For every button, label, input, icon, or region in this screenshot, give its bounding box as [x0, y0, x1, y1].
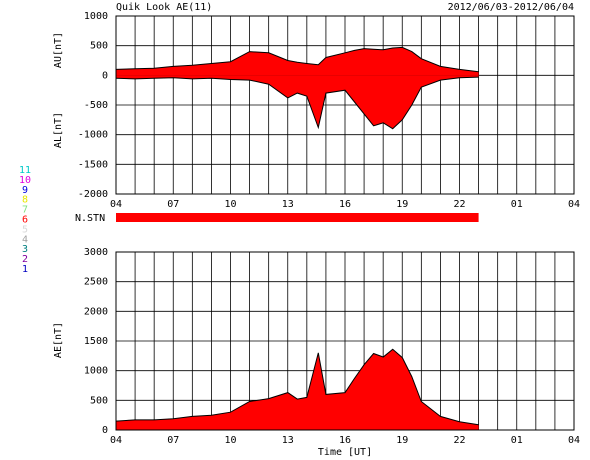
- station-number: 11: [19, 165, 31, 176]
- x-tick-label: 04: [568, 199, 580, 210]
- station-number: 5: [22, 224, 28, 235]
- area-outline: [115, 76, 479, 130]
- station-number: 3: [22, 244, 28, 255]
- x-tick-label: 10: [224, 435, 236, 446]
- x-tick-label: 19: [396, 199, 408, 210]
- y-tick-label: -2000: [78, 189, 108, 200]
- y-axis-label: AE[nT]: [53, 322, 64, 358]
- y-tick-label: 0: [102, 70, 108, 81]
- x-tick-label: 19: [396, 435, 408, 446]
- x-tick-label: 13: [282, 199, 294, 210]
- y-tick-label: 0: [102, 425, 108, 436]
- y-tick-label: 500: [90, 395, 108, 406]
- area-outline: [115, 46, 479, 73]
- x-tick-label: 13: [282, 435, 294, 446]
- area: [116, 47, 479, 76]
- x-tick-label: 22: [453, 435, 465, 446]
- station-number: 2: [22, 254, 28, 265]
- y-tick-label: 1500: [84, 336, 108, 347]
- x-tick-label: 16: [339, 435, 351, 446]
- stations-bar: [116, 213, 479, 222]
- y-tick-label: 1000: [84, 366, 108, 377]
- chart-title: Quik Look AE(11): [116, 2, 212, 13]
- plot-border: [115, 251, 575, 431]
- y-tick-label: -1000: [78, 130, 108, 141]
- area: [116, 75, 479, 129]
- station-number: 8: [22, 195, 28, 206]
- y-tick-label: 3000: [84, 247, 108, 258]
- station-number: 7: [22, 205, 28, 216]
- station-number: 10: [19, 175, 31, 186]
- x-tick-label: 16: [339, 199, 351, 210]
- y-tick-label: 1000: [84, 11, 108, 22]
- y-tick-label: 2000: [84, 306, 108, 317]
- station-number: 9: [22, 185, 28, 196]
- x-axis-label: Time [UT]: [318, 447, 372, 458]
- y-tick-label: -500: [84, 100, 108, 111]
- area: [116, 349, 479, 430]
- station-number: 4: [22, 234, 28, 245]
- y-tick-label: -1500: [78, 159, 108, 170]
- x-tick-label: 04: [110, 435, 122, 446]
- plot-border: [115, 15, 575, 195]
- y-tick-label: 2500: [84, 277, 108, 288]
- station-number: 1: [22, 264, 28, 275]
- x-tick-label: 07: [167, 435, 179, 446]
- x-tick-label: 04: [568, 435, 580, 446]
- y-axis-label: AU[nT]: [53, 32, 64, 68]
- y-tick-label: 500: [90, 41, 108, 52]
- x-tick-label: 04: [110, 199, 122, 210]
- station-number: 6: [22, 215, 28, 226]
- x-tick-label: 07: [167, 199, 179, 210]
- x-tick-label: 01: [511, 199, 523, 210]
- x-tick-label: 10: [224, 199, 236, 210]
- y-axis-label: AL[nT]: [53, 112, 64, 148]
- chart-subtitle: 2012/06/03-2012/06/04: [448, 2, 574, 13]
- area-outline: [115, 348, 479, 426]
- x-tick-label: 01: [511, 435, 523, 446]
- stations-label: N.STN: [75, 213, 105, 224]
- x-tick-label: 22: [453, 199, 465, 210]
